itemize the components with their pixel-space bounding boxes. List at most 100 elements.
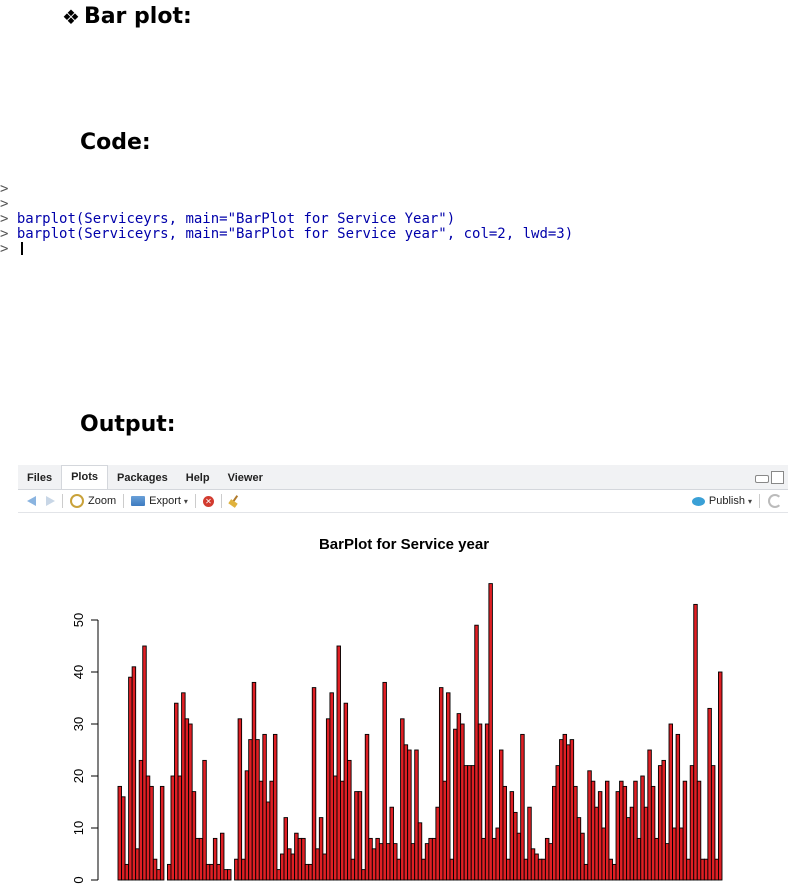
bar	[361, 869, 366, 881]
bar	[555, 765, 560, 881]
bar	[191, 791, 197, 881]
bar	[516, 832, 522, 881]
bar	[470, 765, 476, 881]
forward-button[interactable]	[41, 491, 60, 511]
bar	[354, 791, 359, 881]
bar	[668, 723, 674, 881]
tab-packages[interactable]: Packages	[116, 472, 168, 484]
bar	[491, 837, 497, 881]
bar	[608, 858, 613, 881]
bar	[619, 780, 624, 881]
bar	[463, 765, 469, 881]
bar	[477, 723, 483, 881]
bar	[195, 837, 200, 881]
bar	[703, 858, 709, 881]
console-line: > barplot(Serviceyrs, main="BarPlot for …	[0, 211, 456, 227]
bar	[202, 759, 207, 881]
bar	[198, 837, 204, 881]
export-button[interactable]: Export ▾	[126, 491, 193, 511]
console-input-line[interactable]: >	[0, 242, 808, 257]
bar	[272, 733, 278, 881]
back-button[interactable]	[22, 491, 41, 511]
bar	[385, 843, 391, 881]
bar	[689, 765, 695, 881]
bar	[474, 624, 479, 881]
publish-icon	[691, 496, 705, 506]
bar	[336, 645, 341, 881]
bar	[343, 702, 349, 881]
tab-files[interactable]: Files	[27, 472, 53, 484]
bar	[205, 863, 211, 881]
bar	[283, 817, 288, 881]
console-line: >	[0, 196, 9, 212]
toolbar-divider	[123, 494, 125, 508]
tab-viewer[interactable]: Viewer	[227, 472, 263, 484]
bar	[544, 837, 550, 881]
bar	[700, 858, 705, 881]
minimize-icon[interactable]	[755, 475, 769, 483]
window-controls	[755, 471, 784, 484]
bar	[682, 780, 688, 881]
publish-label: Publish	[708, 495, 745, 507]
toolbar-divider	[220, 494, 222, 508]
bar	[672, 827, 677, 881]
r-console[interactable]: > > > barplot(Serviceyrs, main="BarPlot …	[0, 182, 808, 257]
bar	[378, 843, 384, 881]
bar	[124, 863, 130, 881]
bar	[244, 770, 250, 881]
bar	[241, 858, 246, 881]
bar	[329, 692, 334, 881]
bar	[626, 817, 631, 881]
remove-plot-button[interactable]: ✕	[198, 491, 219, 511]
bar	[484, 723, 490, 881]
console-line: >	[0, 181, 9, 197]
bar	[601, 827, 606, 881]
bar	[460, 723, 465, 881]
bar	[710, 765, 716, 881]
tab-help[interactable]: Help	[185, 472, 210, 484]
bar	[640, 775, 645, 881]
bar	[679, 827, 684, 881]
bar	[234, 858, 239, 881]
bar	[615, 791, 621, 881]
bar	[442, 780, 447, 881]
y-tick-label: 40	[71, 665, 86, 679]
console-line: > barplot(Serviceyrs, main="BarPlot for …	[0, 226, 574, 242]
bar	[456, 713, 462, 881]
bar	[499, 749, 504, 881]
y-axis: 0 10 20 30 40 50	[71, 613, 99, 884]
maximize-icon[interactable]	[771, 471, 784, 484]
bar	[403, 744, 409, 881]
bar	[396, 858, 402, 881]
tab-plots[interactable]: Plots	[61, 465, 108, 489]
bar	[453, 728, 458, 881]
bar	[304, 863, 310, 881]
bar	[594, 806, 599, 881]
publish-button[interactable]: Publish ▾	[687, 491, 757, 511]
bar	[686, 858, 691, 881]
bar	[513, 811, 518, 881]
refresh-icon[interactable]	[768, 494, 782, 508]
bar	[364, 733, 370, 881]
bar	[696, 780, 702, 881]
toolbar-divider	[62, 494, 63, 508]
zoom-button[interactable]: Zoom	[65, 491, 121, 511]
bar	[527, 806, 532, 881]
bar	[212, 837, 218, 881]
bar	[357, 791, 363, 881]
diamond-bullet-icon: ❖	[62, 4, 80, 29]
bar	[647, 749, 652, 881]
bar	[566, 744, 571, 881]
bar	[576, 817, 582, 881]
y-tick-label: 50	[71, 613, 86, 627]
bar	[622, 785, 628, 881]
bar	[248, 739, 253, 881]
bar	[541, 858, 546, 881]
clear-plots-button[interactable]	[224, 491, 246, 511]
bar	[209, 863, 214, 881]
output-label: Output:	[80, 412, 176, 437]
bar	[315, 848, 320, 881]
bar	[333, 775, 338, 881]
bar	[177, 775, 183, 881]
bar	[227, 869, 232, 881]
